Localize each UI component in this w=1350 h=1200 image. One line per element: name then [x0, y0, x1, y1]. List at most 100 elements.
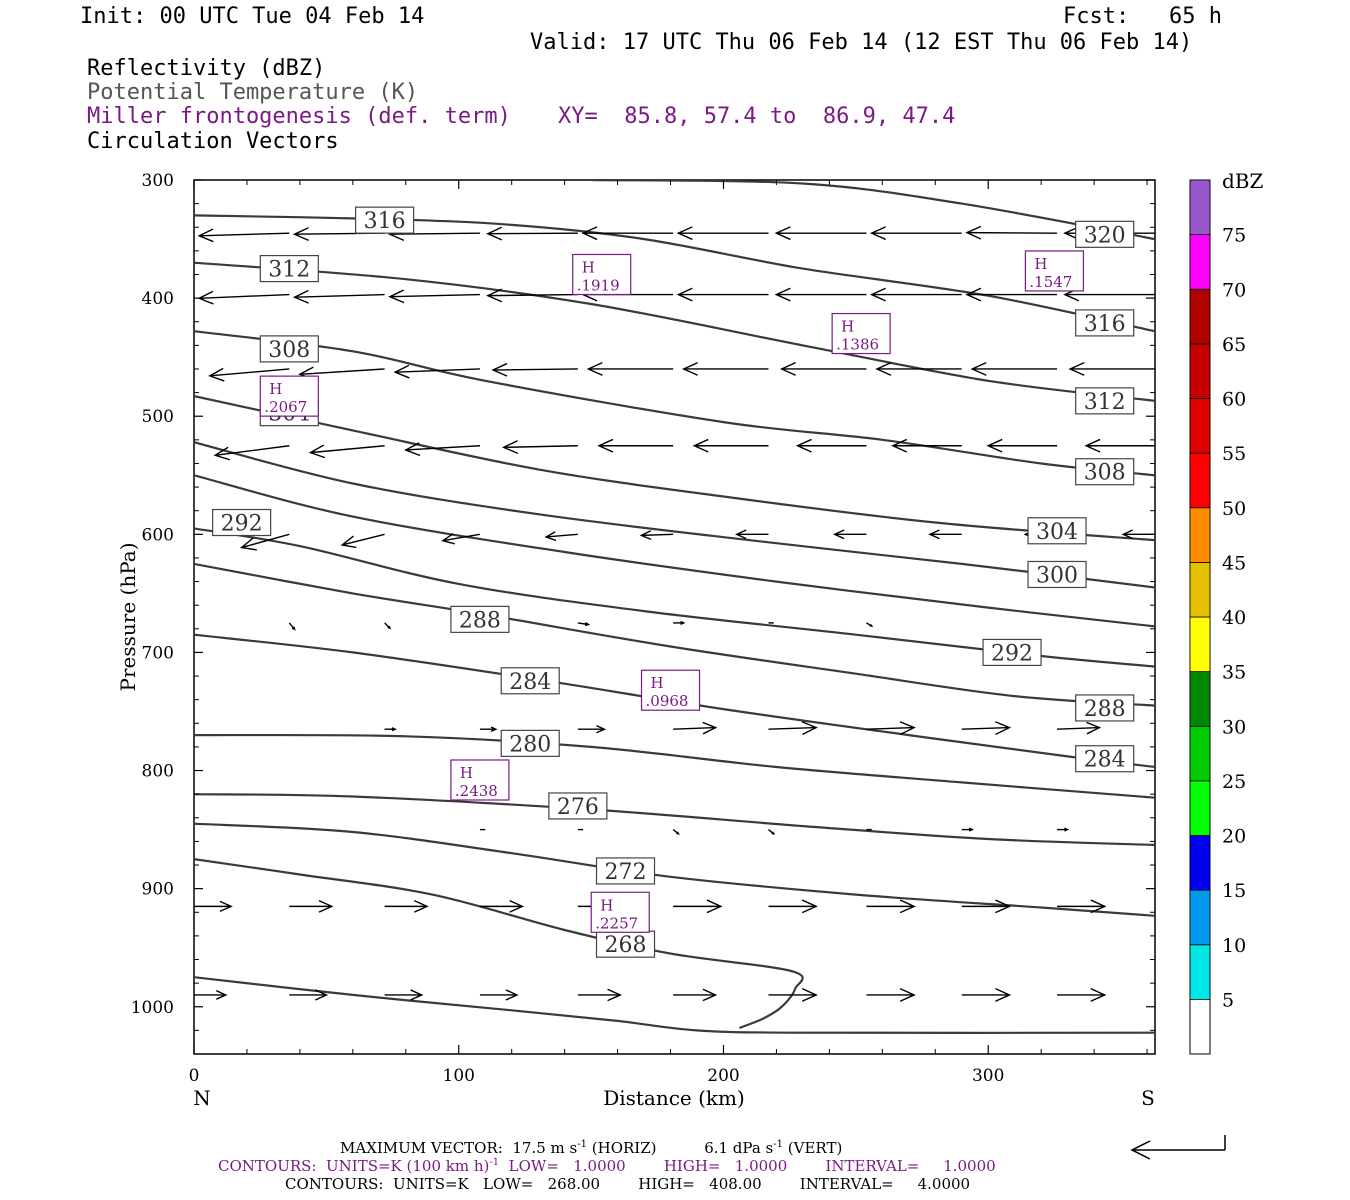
colorbar-label: 35	[1222, 662, 1246, 684]
isentrope-300	[194, 441, 1155, 589]
svg-text:276: 276	[557, 795, 599, 820]
circulation-vector	[774, 226, 867, 241]
frontogenesis-layer: H.1919H.1547H.1386H.2067H.0968H.2438H.22…	[259, 250, 1084, 933]
colorbar-label: 50	[1222, 498, 1246, 520]
circulation-vector	[479, 900, 525, 913]
circulation-vector	[965, 225, 1058, 240]
isentrope-label-308: 308	[259, 335, 319, 363]
colorbar-label: 25	[1222, 771, 1246, 793]
svg-text:284: 284	[509, 670, 551, 695]
circulation-vector	[681, 362, 769, 376]
circulation-vector	[832, 529, 867, 540]
svg-text:272: 272	[605, 860, 647, 885]
isentrope-284	[194, 633, 1155, 769]
colorbar-label: 65	[1222, 334, 1246, 356]
svg-text:.2438: .2438	[455, 782, 498, 800]
circulation-vector	[869, 226, 962, 241]
colorbar-label: 30	[1222, 716, 1246, 738]
isentrope-label-288: 288	[1075, 694, 1135, 722]
colorbar-swatch	[1189, 452, 1211, 509]
circulation-vector	[384, 989, 424, 1001]
isentrope-272	[194, 822, 1155, 917]
colorbar-swatch	[1189, 343, 1211, 399]
circulation-vector	[673, 721, 718, 735]
circulation-vector	[1057, 827, 1070, 832]
svg-text:284: 284	[1084, 748, 1126, 773]
frontogenesis-max-label: H.2067	[259, 375, 319, 417]
circulation-vector	[586, 362, 674, 376]
frontogenesis-max-label: H.1919	[572, 253, 632, 296]
svg-text:308: 308	[1084, 461, 1126, 486]
field-circulation-vectors: Circulation Vectors	[87, 129, 339, 154]
colorbar-label: 5	[1222, 989, 1234, 1011]
y-tick-label: 500	[142, 407, 174, 427]
x-axis: 0 100 200 300	[189, 180, 1148, 1086]
circulation-vector	[1084, 438, 1155, 453]
circulation-vector	[673, 988, 718, 1002]
circulation-vector	[393, 364, 480, 379]
isentrope-312	[194, 261, 1155, 402]
svg-text:300: 300	[1036, 563, 1078, 588]
circulation-vector	[961, 988, 1012, 1002]
circulation-vector	[384, 622, 392, 630]
circulation-vector	[384, 900, 429, 913]
circulation-vector	[194, 900, 233, 913]
svg-text:308: 308	[268, 338, 310, 363]
circulation-vector	[970, 362, 1058, 376]
colorbar-swatch	[1189, 288, 1211, 345]
circulation-vector	[768, 899, 818, 914]
isentrope-label-284: 284	[1075, 745, 1135, 773]
colorbar-swatch	[1189, 889, 1211, 946]
colorbar-swatch	[1189, 725, 1211, 782]
frontogenesis-max-label: H.2257	[590, 891, 650, 933]
colorbar-swatch	[1189, 507, 1211, 563]
colorbar-label: 70	[1222, 279, 1246, 301]
colorbar-swatch	[1189, 616, 1211, 673]
circulation-vector	[768, 988, 818, 1002]
svg-text:.1547: .1547	[1029, 273, 1072, 291]
x-axis-left-end-label: N	[193, 1086, 211, 1110]
circulation-vector	[961, 827, 975, 832]
colorbar-label: 75	[1222, 225, 1246, 247]
circulation-vector	[288, 622, 296, 631]
circulation-vector	[491, 362, 578, 377]
circulation-vector	[866, 988, 916, 1002]
svg-text:H: H	[1034, 255, 1047, 273]
circulation-vector	[194, 368, 195, 370]
isentrope-label-320: 320	[1075, 220, 1135, 248]
isentrope-label-312: 312	[259, 254, 319, 283]
svg-text:.2067: .2067	[264, 398, 307, 416]
isentrope-label-308: 308	[1075, 458, 1135, 486]
svg-text:H: H	[460, 764, 473, 782]
circulation-vector	[213, 445, 290, 461]
plot-frame	[193, 179, 1156, 1055]
circulation-vector	[672, 829, 680, 835]
colorbar-label: 45	[1222, 552, 1246, 574]
colorbar-swatch	[1189, 944, 1211, 1000]
svg-text:.0968: .0968	[646, 692, 689, 710]
svg-text:268: 268	[605, 933, 647, 958]
frontogenesis-max-label: H.1386	[831, 312, 891, 355]
circulation-vector	[197, 290, 290, 305]
colorbar-label: 15	[1222, 880, 1246, 902]
circulation-vector	[673, 899, 723, 914]
svg-text:.1919: .1919	[577, 276, 620, 294]
circulation-vector	[577, 621, 591, 627]
svg-text:H: H	[582, 258, 595, 276]
isentrope-label-316: 316	[355, 206, 415, 234]
isentrope-296	[194, 474, 1155, 628]
contours-fronto-note: CONTOURS: UNITS=K (100 km h)-1 LOW= 1.00…	[218, 1157, 996, 1175]
svg-text:312: 312	[1084, 390, 1126, 415]
isentrope-label-292: 292	[212, 508, 272, 537]
reference-vector-arrow	[1130, 1135, 1226, 1160]
circulation-vector	[479, 726, 498, 732]
frontogenesis-max-label: H.0968	[640, 669, 701, 711]
svg-text:H: H	[651, 674, 664, 692]
colorbar-swatch	[1189, 179, 1211, 236]
circulation-vector	[486, 226, 578, 241]
circulation-vector	[597, 438, 674, 453]
circulation-vector	[194, 990, 228, 1000]
isentrope-280	[194, 733, 1155, 799]
reflectivity-colorbar: 5 10 15 20 25 30 35 40 45 50 55 60 65 70 75	[1189, 179, 1246, 1055]
